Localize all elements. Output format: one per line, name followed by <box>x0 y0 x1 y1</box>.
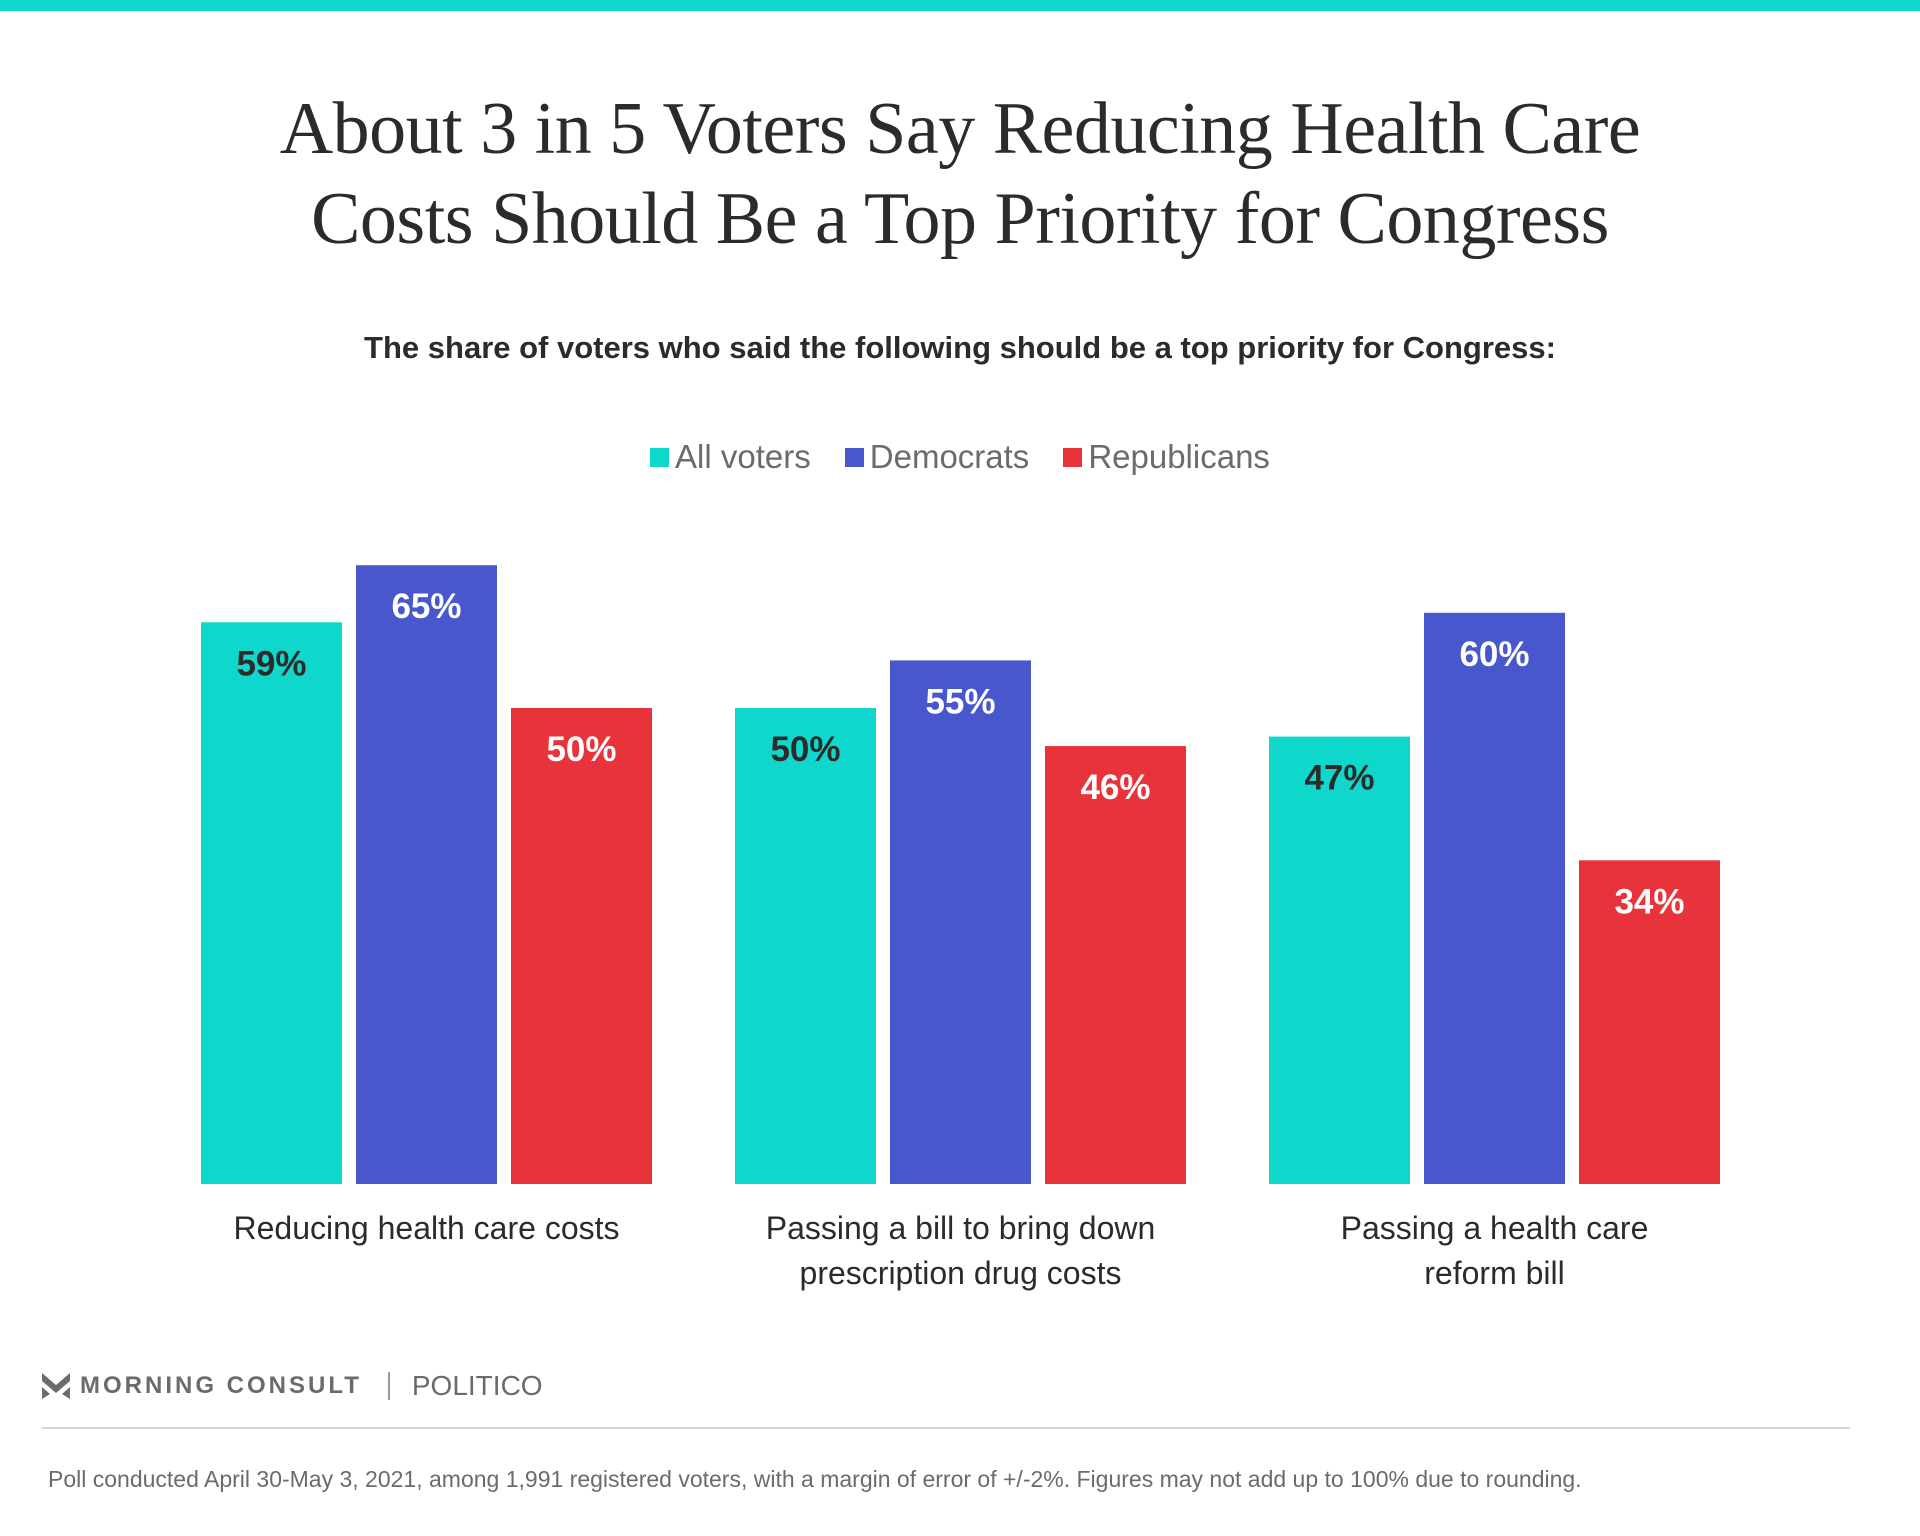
legend-label: Republicans <box>1088 438 1270 475</box>
legend-swatch-all-voters <box>650 447 670 467</box>
data-label-democrats: 60% <box>1459 635 1529 674</box>
legend-item-democrats: Democrats <box>844 438 1030 476</box>
bar-all-voters <box>735 708 876 1184</box>
bar-all-voters <box>201 622 342 1184</box>
footer-logos: MORNING CONSULT POLITICO <box>42 1366 543 1406</box>
data-label-republicans: 46% <box>1080 768 1150 807</box>
chart-title-line-2: Costs Should Be a Top Priority for Congr… <box>311 178 1609 260</box>
legend-label: Democrats <box>869 438 1030 475</box>
category-label-line: Passing a bill to bring down <box>765 1210 1156 1246</box>
bar-republicans <box>511 708 652 1184</box>
data-label-all-voters: 50% <box>770 730 840 769</box>
bar-all-voters <box>1269 736 1410 1184</box>
bar-democrats <box>890 660 1031 1184</box>
bar-democrats <box>356 565 497 1184</box>
logo-separator <box>387 1372 390 1400</box>
category-label: Passing a bill to bring down prescription… <box>701 1206 1221 1296</box>
morning-consult-wordmark: MORNING CONSULT <box>80 1372 362 1399</box>
category-label-line: Reducing health care costs <box>233 1210 620 1246</box>
data-label-all-voters: 59% <box>236 644 306 683</box>
methodology-note: Poll conducted April 30-May 3, 2021, amo… <box>48 1466 1582 1492</box>
data-label-republicans: 34% <box>1614 882 1684 921</box>
data-label-republicans: 50% <box>546 730 616 769</box>
bar-group-reducing-health-care-costs: 59% 65% 50% <box>201 565 652 1184</box>
data-label-all-voters: 47% <box>1304 759 1374 798</box>
morning-consult-logo-icon <box>42 1373 70 1399</box>
top-accent-bar <box>0 0 1920 11</box>
bar-republicans <box>1579 860 1720 1184</box>
legend-swatch-democrats <box>844 447 864 467</box>
category-label-line: reform bill <box>1424 1255 1565 1291</box>
bar-group-passing-a-health-care-reform-bill: 47% 60% 34% <box>1269 612 1720 1184</box>
chart-subtitle: The share of voters who said the followi… <box>364 330 1556 365</box>
footer-divider <box>42 1427 1850 1429</box>
category-label-line: prescription drug costs <box>799 1255 1122 1291</box>
bar-republicans <box>1045 746 1186 1184</box>
legend-item-republicans: Republicans <box>1063 438 1270 476</box>
legend-label: All voters <box>675 438 811 475</box>
data-label-democrats: 55% <box>925 682 995 721</box>
category-label: Passing a health care reform bill <box>1235 1206 1755 1296</box>
politico-wordmark: POLITICO <box>411 1370 543 1401</box>
data-label-democrats: 65% <box>391 587 461 626</box>
legend: All voters Democrats Republicans <box>0 438 1920 476</box>
chart-title-line-1: About 3 in 5 Voters Say Reducing Health … <box>279 88 1641 170</box>
category-label: Reducing health care costs <box>167 1206 687 1251</box>
legend-item-all-voters: All voters <box>650 438 811 476</box>
bar-democrats <box>1424 612 1565 1184</box>
category-label-line: Passing a health care <box>1340 1210 1649 1246</box>
legend-swatch-republicans <box>1063 447 1083 467</box>
bar-group-passing-a-bill-to-bring-down-prescription-drug-costs: 50% 55% 46% <box>735 660 1186 1184</box>
